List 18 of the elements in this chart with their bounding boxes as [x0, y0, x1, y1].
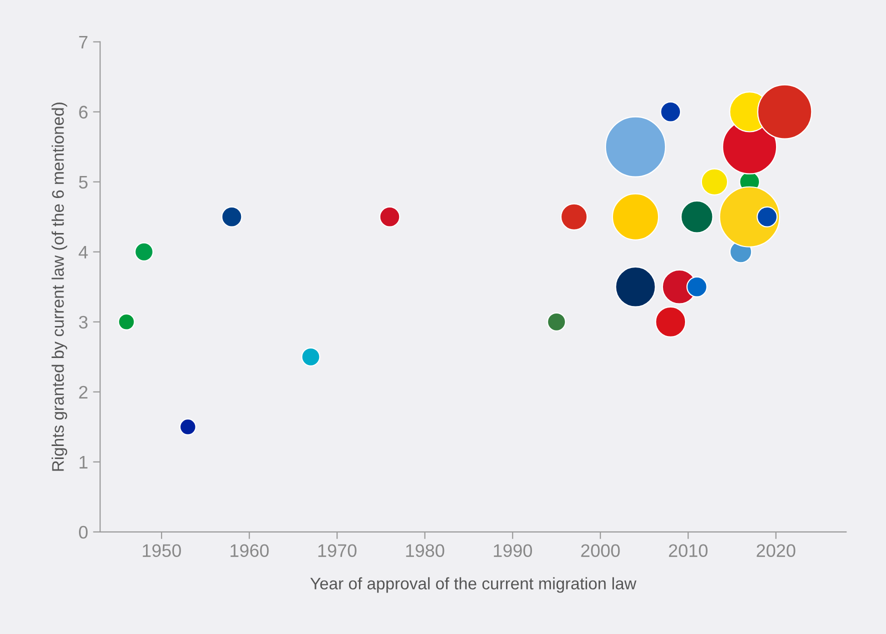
y-tick-label: 4 — [78, 246, 88, 258]
x-tick-label: 2020 — [756, 544, 796, 557]
y-tick-label: 5 — [78, 176, 88, 189]
x-tick-label: 1960 — [230, 544, 269, 557]
y-tick-label: 6 — [79, 106, 88, 119]
x-tick-label: 1970 — [318, 544, 356, 557]
x-tick-label: 1950 — [142, 544, 181, 557]
x-tick-label: 1990 — [494, 544, 532, 557]
x-axis-title: Year of approval of the current migration law — [310, 577, 636, 593]
x-tick-label: 2010 — [668, 544, 708, 557]
y-tick-label: 1 — [80, 456, 88, 468]
y-tick-label: 3 — [78, 316, 88, 329]
y-axis-title: Rights granted by current law (of the 6 mentioned) — [52, 102, 68, 471]
x-tick-label: 1980 — [406, 544, 444, 557]
y-tick-label: 2 — [79, 386, 88, 398]
y-tick-label: 0 — [78, 526, 88, 539]
y-tick-label: 7 — [79, 36, 88, 48]
x-tick-label: 2000 — [581, 544, 620, 557]
